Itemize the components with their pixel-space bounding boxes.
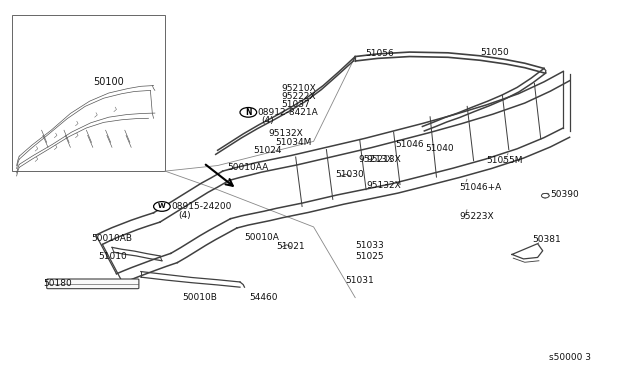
Text: 51046: 51046	[395, 140, 424, 149]
Text: 51021: 51021	[276, 242, 305, 251]
Text: 51040: 51040	[426, 144, 454, 153]
Text: 50100: 50100	[93, 77, 124, 87]
Text: 50390: 50390	[550, 190, 579, 199]
Text: N: N	[245, 108, 252, 117]
Text: (4): (4)	[261, 116, 274, 125]
Text: (4): (4)	[178, 211, 191, 219]
Text: 51037: 51037	[282, 100, 310, 109]
Text: 95213X: 95213X	[366, 155, 401, 164]
Text: 95132X: 95132X	[269, 129, 303, 138]
Text: 54460: 54460	[250, 293, 278, 302]
Text: 08915-24200: 08915-24200	[172, 202, 232, 211]
Text: 95132X: 95132X	[366, 182, 401, 190]
Text: 95222X: 95222X	[282, 92, 316, 101]
Circle shape	[240, 108, 257, 117]
Text: 08912-8421A: 08912-8421A	[257, 108, 318, 117]
Text: s50000 3: s50000 3	[549, 353, 591, 362]
Text: 50381: 50381	[532, 235, 561, 244]
Circle shape	[154, 202, 170, 211]
Text: 50010AB: 50010AB	[92, 234, 132, 243]
Text: 95223X: 95223X	[460, 212, 494, 221]
Text: 51050: 51050	[480, 48, 509, 57]
FancyBboxPatch shape	[47, 279, 139, 289]
Text: 51055M: 51055M	[486, 156, 523, 165]
Text: 95210X: 95210X	[282, 84, 316, 93]
Text: 51030: 51030	[335, 170, 364, 179]
Text: 51034M: 51034M	[275, 138, 312, 147]
Text: W: W	[158, 203, 166, 209]
Bar	[12, 15, 165, 171]
Text: 51025: 51025	[355, 252, 384, 261]
Circle shape	[541, 193, 549, 198]
Text: 51046+A: 51046+A	[460, 183, 502, 192]
Text: 51056: 51056	[365, 49, 394, 58]
Text: 50010B: 50010B	[182, 293, 217, 302]
Text: 51033: 51033	[355, 241, 384, 250]
Text: 95213X: 95213X	[358, 155, 393, 164]
Text: 51010: 51010	[98, 252, 127, 261]
Text: 50180: 50180	[44, 279, 72, 288]
Text: 51031: 51031	[346, 276, 374, 285]
Text: 50010A: 50010A	[244, 233, 279, 242]
Text: 50010AA: 50010AA	[227, 163, 268, 172]
Text: 51024: 51024	[253, 146, 282, 155]
